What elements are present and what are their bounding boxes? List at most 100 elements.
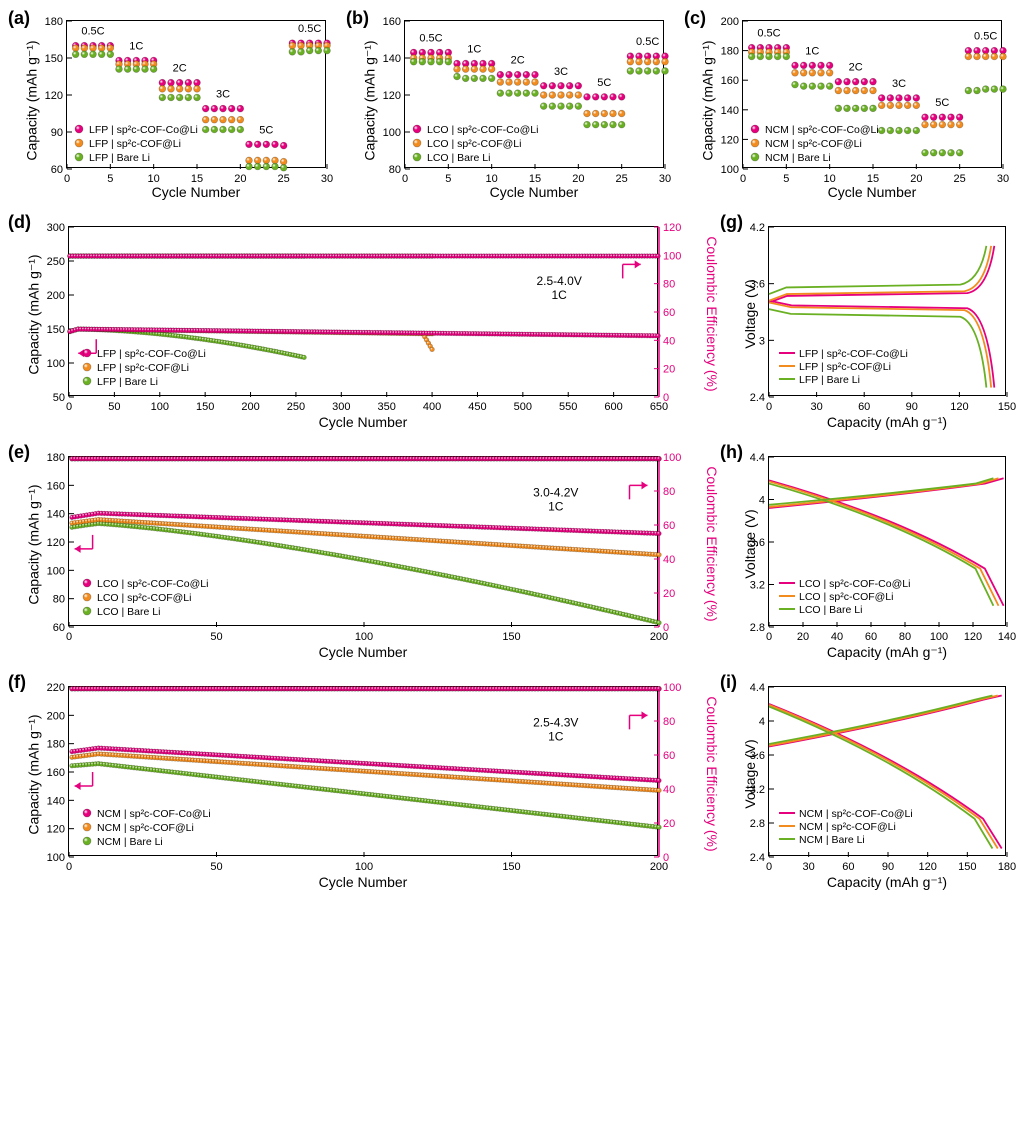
panel-d-svg: 0501001502002503003504004505005506006505… [69, 227, 659, 397]
svg-text:4.2: 4.2 [750, 222, 765, 234]
panel-e-ylabel: Capacity (mAh g⁻¹) [26, 465, 43, 625]
panel-b-xlabel: Cycle Number [404, 184, 664, 200]
svg-text:80: 80 [663, 486, 675, 498]
panel-a-ylabel: Capacity (mAh g⁻¹) [24, 31, 41, 171]
svg-text:150: 150 [998, 401, 1016, 413]
svg-text:0: 0 [663, 392, 669, 404]
panel-a-xlabel: Cycle Number [66, 184, 326, 200]
svg-text:4.4: 4.4 [750, 682, 765, 694]
svg-text:120: 120 [383, 90, 401, 102]
svg-text:3.2: 3.2 [750, 784, 765, 796]
panel-d-ylabel: Capacity (mAh g⁻¹) [26, 235, 43, 395]
svg-text:1C: 1C [548, 500, 564, 514]
svg-text:2.5-4.0V: 2.5-4.0V [536, 274, 581, 288]
svg-text:LCO | sp²c-COF@Li: LCO | sp²c-COF@Li [427, 138, 521, 150]
svg-text:120: 120 [964, 631, 982, 643]
svg-text:4.4: 4.4 [750, 452, 765, 464]
svg-text:100: 100 [930, 631, 948, 643]
svg-text:120: 120 [663, 222, 681, 234]
svg-text:50: 50 [53, 392, 65, 404]
svg-text:140: 140 [998, 631, 1016, 643]
svg-text:LFP | sp²c-COF@Li: LFP | sp²c-COF@Li [89, 138, 181, 150]
svg-text:20: 20 [663, 818, 675, 830]
svg-text:60: 60 [842, 861, 854, 873]
svg-text:LFP | sp²c-COF@Li: LFP | sp²c-COF@Li [97, 362, 189, 374]
svg-text:NCM | Bare Li: NCM | Bare Li [799, 834, 865, 846]
panel-g-plot: 03060901201502.433.64.2LFP | sp²c-COF-Co… [768, 226, 1006, 396]
svg-text:60: 60 [51, 164, 63, 176]
svg-text:1C: 1C [129, 40, 143, 52]
svg-text:5C: 5C [597, 77, 611, 89]
svg-text:90: 90 [882, 861, 894, 873]
panel-g-label: (g) [720, 212, 743, 233]
panel-g: (g) Voltage (V) 03060901201502.433.64.2L… [720, 212, 1016, 436]
panel-i-svg: 03060901201501802.42.83.23.644.4NCM | sp… [769, 687, 1007, 857]
svg-text:4: 4 [759, 716, 765, 728]
panel-i: (i) Voltage (V) 03060901201501802.42.83.… [720, 672, 1016, 896]
panel-e-xlabel: Cycle Number [68, 644, 658, 660]
svg-text:LFP | sp²c-COF@Li: LFP | sp²c-COF@Li [799, 361, 891, 373]
panel-f-xlabel: Cycle Number [68, 874, 658, 890]
svg-text:150: 150 [45, 53, 63, 65]
panel-c-xlabel: Cycle Number [742, 184, 1002, 200]
svg-text:LCO | sp²c-COF-Co@Li: LCO | sp²c-COF-Co@Li [427, 124, 538, 136]
panel-a-plot: 05101520253060901201501800.5C1C2C3C5C0.5… [66, 20, 326, 168]
panel-h-label: (h) [720, 442, 743, 463]
svg-text:90: 90 [906, 401, 918, 413]
svg-text:1C: 1C [467, 44, 481, 56]
svg-text:50: 50 [210, 861, 222, 873]
panel-e-svg: 0501001502006080100120140160180020406080… [69, 457, 659, 627]
panel-f-svg: 0501001502001001201401601802002200204060… [69, 687, 659, 857]
svg-text:LFP | sp²c-COF-Co@Li: LFP | sp²c-COF-Co@Li [89, 124, 198, 136]
svg-text:3C: 3C [892, 78, 906, 90]
svg-text:0: 0 [766, 861, 772, 873]
svg-text:140: 140 [47, 795, 65, 807]
panel-e: (e) Capacity (mAh g⁻¹) Coulombic Efficie… [8, 442, 710, 666]
svg-text:0: 0 [66, 861, 72, 873]
svg-text:180: 180 [45, 16, 63, 28]
panel-i-label: (i) [720, 672, 737, 693]
svg-text:5C: 5C [935, 97, 949, 109]
svg-text:90: 90 [51, 127, 63, 139]
svg-text:180: 180 [998, 861, 1016, 873]
panel-b: (b) Capacity (mAh g⁻¹) 05101520253080100… [346, 8, 676, 204]
svg-text:2C: 2C [511, 55, 525, 67]
svg-text:120: 120 [45, 90, 63, 102]
svg-text:LFP | Bare Li: LFP | Bare Li [89, 152, 150, 164]
svg-text:1C: 1C [548, 730, 564, 744]
panel-a-svg: 05101520253060901201501800.5C1C2C3C5C0.5… [67, 21, 327, 169]
svg-text:300: 300 [47, 222, 65, 234]
panel-g-svg: 03060901201502.433.64.2LFP | sp²c-COF-Co… [769, 227, 1007, 397]
svg-text:LCO | Bare Li: LCO | Bare Li [799, 604, 862, 616]
svg-text:100: 100 [151, 401, 169, 413]
svg-text:LCO | sp²c-COF@Li: LCO | sp²c-COF@Li [97, 592, 191, 604]
svg-text:NCM | sp²c-COF-Co@Li: NCM | sp²c-COF-Co@Li [799, 808, 913, 820]
svg-text:150: 150 [502, 631, 520, 643]
panel-i-xlabel: Capacity (mAh g⁻¹) [768, 874, 1006, 891]
svg-text:0: 0 [663, 852, 669, 864]
svg-text:0: 0 [766, 401, 772, 413]
panel-e-y2label: Coulombic Efficiency (%) [704, 454, 720, 634]
svg-text:100: 100 [663, 452, 681, 464]
svg-text:5C: 5C [259, 124, 273, 136]
svg-text:0.5C: 0.5C [81, 26, 104, 38]
svg-text:180: 180 [47, 452, 65, 464]
svg-text:LFP | Bare Li: LFP | Bare Li [97, 376, 158, 388]
svg-text:NCM | Bare Li: NCM | Bare Li [97, 836, 163, 848]
svg-text:30: 30 [810, 401, 822, 413]
svg-text:600: 600 [604, 401, 622, 413]
svg-text:LCO | Bare Li: LCO | Bare Li [427, 152, 490, 164]
panel-f: (f) Capacity (mAh g⁻¹) Coulombic Efficie… [8, 672, 710, 896]
panel-i-plot: 03060901201501802.42.83.23.644.4NCM | sp… [768, 686, 1006, 856]
panel-e-plot: 0501001502006080100120140160180020406080… [68, 456, 658, 626]
svg-text:3.0-4.2V: 3.0-4.2V [533, 486, 578, 500]
svg-text:0.5C: 0.5C [419, 32, 442, 44]
panel-b-ylabel: Capacity (mAh g⁻¹) [362, 31, 379, 171]
panel-b-plot: 051015202530801001201401600.5C1C2C3C5C0.… [404, 20, 664, 168]
svg-text:0: 0 [66, 401, 72, 413]
svg-text:1C: 1C [805, 45, 819, 57]
svg-text:180: 180 [721, 46, 739, 58]
svg-text:LCO | sp²c-COF@Li: LCO | sp²c-COF@Li [799, 591, 893, 603]
svg-text:80: 80 [899, 631, 911, 643]
svg-text:NCM | Bare Li: NCM | Bare Li [765, 152, 831, 164]
